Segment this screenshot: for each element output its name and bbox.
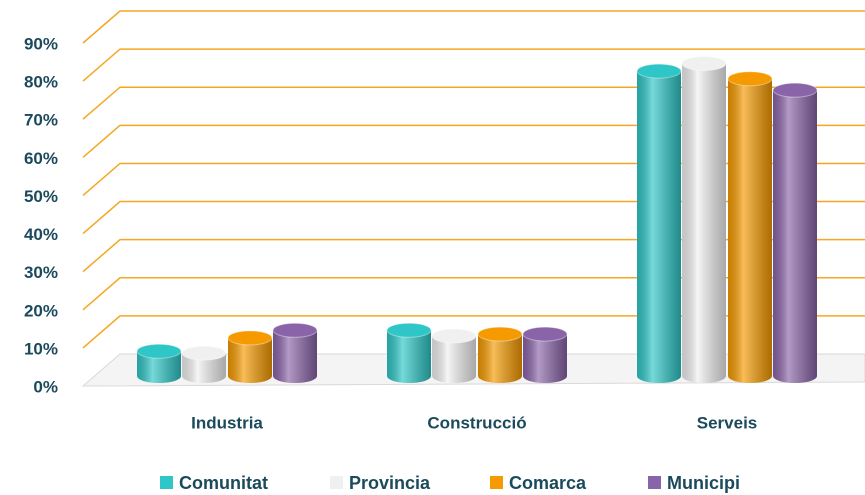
grid-line <box>82 162 865 197</box>
bar-group <box>431 328 477 383</box>
bar-group <box>386 322 432 383</box>
bar-top <box>727 71 773 87</box>
grid-line <box>82 315 865 349</box>
grid-line <box>82 86 865 120</box>
bar-group <box>772 82 818 384</box>
legend-label: Provincia <box>349 473 431 493</box>
bar-top <box>431 328 477 344</box>
grid-line <box>82 48 865 82</box>
y-tick-label: 80% <box>24 73 58 92</box>
y-tick-label: 30% <box>24 263 58 282</box>
y-tick-label: 0% <box>33 377 58 396</box>
y-tick-label: 40% <box>24 225 58 244</box>
y-tick-label: 50% <box>24 187 58 206</box>
bar-group <box>477 326 523 383</box>
bar-group <box>136 343 182 383</box>
grid-line <box>82 10 865 44</box>
grid-line <box>82 238 865 273</box>
bar-group <box>727 71 773 383</box>
bar-group <box>227 330 273 383</box>
y-tick-label: 20% <box>24 301 58 320</box>
bar-shade <box>432 335 476 383</box>
bar-shade <box>182 353 226 383</box>
bar-shade <box>728 78 772 383</box>
bar-shade <box>773 90 817 384</box>
bar-top <box>681 55 727 71</box>
y-tick-label: 90% <box>24 34 58 53</box>
legend-label: Comunitat <box>179 473 268 493</box>
legend-swatch <box>648 476 661 489</box>
legend-swatch <box>160 476 173 489</box>
bar-shade <box>478 334 522 383</box>
bar-top <box>477 326 523 342</box>
bar-shade <box>523 334 567 383</box>
y-tick-label: 60% <box>24 149 58 168</box>
legend-swatch <box>330 476 343 489</box>
bar-shade <box>273 330 317 383</box>
x-tick-label: Serveis <box>697 413 758 432</box>
bar-top <box>227 330 273 346</box>
bar-shade <box>228 337 272 383</box>
bar-top <box>636 63 682 79</box>
bar-group <box>181 345 227 383</box>
bar-group <box>272 322 318 383</box>
bar-group <box>522 326 568 383</box>
grid-line <box>82 200 865 235</box>
bar-shade <box>682 63 726 383</box>
bar-top <box>272 322 318 338</box>
y-tick-label: 10% <box>24 339 58 358</box>
grid-line <box>82 277 865 311</box>
bar-shade <box>387 330 431 383</box>
x-tick-label: Construcció <box>427 413 526 432</box>
bar-top <box>181 345 227 361</box>
bar-group <box>636 63 682 383</box>
legend-swatch <box>490 476 503 489</box>
grid-line <box>82 124 865 158</box>
bar-top <box>386 322 432 338</box>
bar-top <box>522 326 568 342</box>
x-tick-label: Industria <box>191 413 263 432</box>
bar-group <box>681 55 727 383</box>
bar-top <box>136 343 182 359</box>
bar-shade <box>637 71 681 383</box>
bar-top <box>772 82 818 98</box>
legend-label: Municipi <box>667 473 740 493</box>
bar-shade <box>137 351 181 383</box>
legend-label: Comarca <box>509 473 587 493</box>
y-tick-label: 70% <box>24 111 58 130</box>
